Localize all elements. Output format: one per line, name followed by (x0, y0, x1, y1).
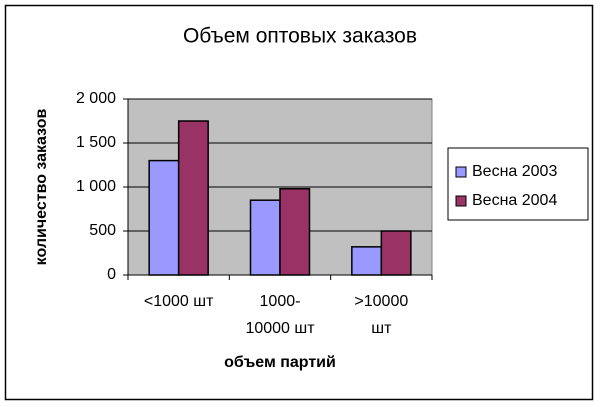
chart-title: Объем оптовых заказов (183, 25, 417, 48)
x-tick-label: >10000 шт (354, 293, 409, 337)
bar (380, 230, 412, 276)
legend-box (447, 147, 589, 221)
y-axis-title: количество заказов (33, 109, 50, 266)
bar (249, 199, 281, 276)
x-axis-title: объем партий (224, 354, 336, 371)
legend-label: Весна 2003 (472, 163, 557, 180)
y-tick-label: 1 500 (76, 134, 116, 151)
bar (351, 246, 383, 276)
y-tick-label: 1 000 (76, 178, 116, 195)
x-tick-label: 1000-10000 шт (245, 293, 315, 337)
y-tick-label: 500 (89, 222, 116, 239)
bar (279, 188, 311, 276)
legend-label: Весна 2004 (472, 192, 557, 209)
y-tick-label: 2 000 (76, 90, 116, 107)
legend-swatch (455, 166, 467, 178)
y-tick-label: 0 (107, 266, 116, 283)
bar (148, 159, 180, 276)
bar (177, 120, 209, 276)
x-tick-label: <1000 шт (143, 293, 214, 310)
legend-swatch (455, 195, 467, 207)
